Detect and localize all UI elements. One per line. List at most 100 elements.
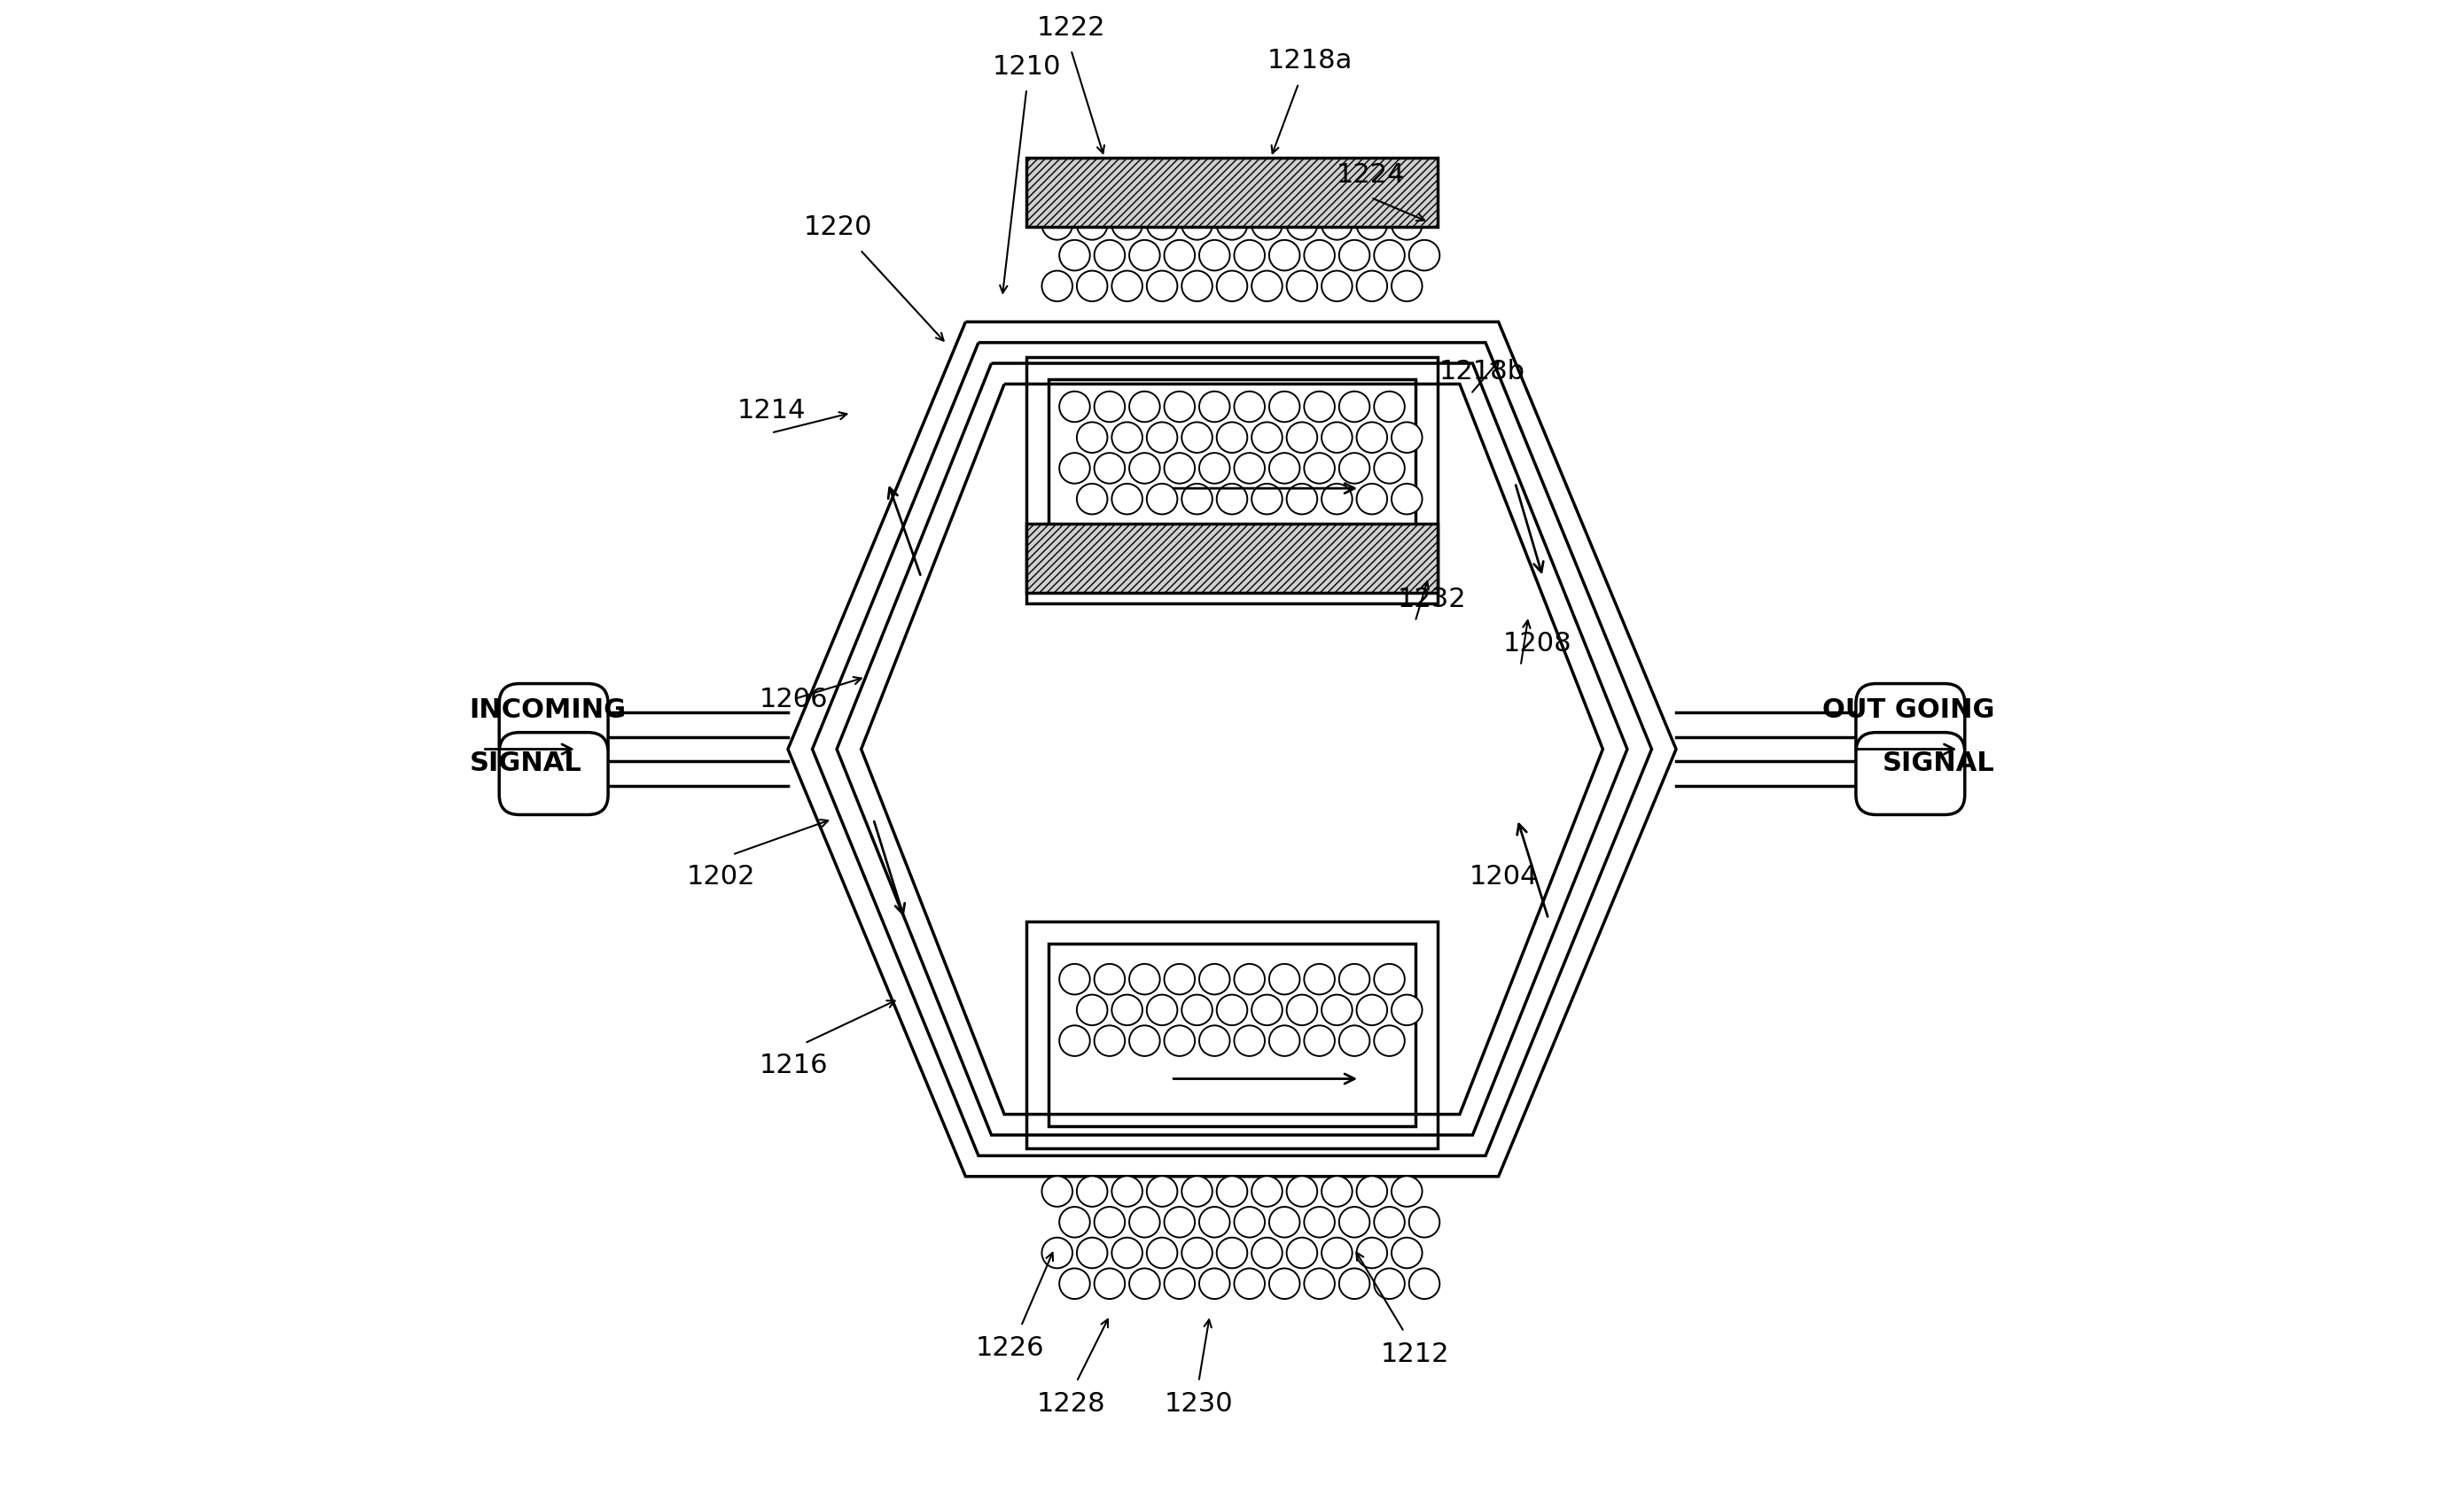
Ellipse shape — [1338, 453, 1370, 484]
Text: 1204: 1204 — [1469, 864, 1538, 890]
Ellipse shape — [1042, 270, 1072, 301]
Ellipse shape — [1338, 964, 1370, 995]
Ellipse shape — [1303, 392, 1335, 422]
Ellipse shape — [1094, 1268, 1126, 1299]
Ellipse shape — [1375, 453, 1404, 484]
Ellipse shape — [1077, 1176, 1106, 1207]
Ellipse shape — [1217, 270, 1247, 301]
Bar — [1027, 358, 1437, 604]
Ellipse shape — [1163, 1207, 1195, 1237]
Ellipse shape — [1094, 964, 1126, 995]
Ellipse shape — [1183, 422, 1212, 453]
Ellipse shape — [1163, 1268, 1195, 1299]
Ellipse shape — [1129, 392, 1161, 422]
Ellipse shape — [1303, 1207, 1335, 1237]
Ellipse shape — [1303, 1026, 1335, 1056]
Ellipse shape — [1286, 209, 1318, 239]
Ellipse shape — [1111, 1176, 1143, 1207]
Ellipse shape — [1375, 241, 1404, 270]
Ellipse shape — [1252, 209, 1281, 239]
Ellipse shape — [1217, 1237, 1247, 1268]
Text: 1218a: 1218a — [1266, 48, 1353, 74]
Text: 1220: 1220 — [803, 215, 872, 241]
Ellipse shape — [1252, 484, 1281, 514]
Ellipse shape — [1094, 1026, 1126, 1056]
Bar — [1050, 943, 1414, 1127]
Ellipse shape — [1183, 1237, 1212, 1268]
Ellipse shape — [1217, 422, 1247, 453]
Text: 1228: 1228 — [1037, 1391, 1106, 1417]
Text: 1216: 1216 — [759, 1053, 828, 1078]
Ellipse shape — [1303, 453, 1335, 484]
Ellipse shape — [1392, 1237, 1422, 1268]
Ellipse shape — [1338, 1268, 1370, 1299]
Ellipse shape — [1060, 241, 1089, 270]
Ellipse shape — [1129, 1207, 1161, 1237]
Ellipse shape — [1060, 1268, 1089, 1299]
Ellipse shape — [1094, 1207, 1126, 1237]
Ellipse shape — [1234, 241, 1264, 270]
Ellipse shape — [1094, 241, 1126, 270]
Ellipse shape — [1060, 392, 1089, 422]
Text: 1202: 1202 — [687, 864, 756, 890]
Ellipse shape — [1217, 209, 1247, 239]
Ellipse shape — [1217, 484, 1247, 514]
Ellipse shape — [1338, 1207, 1370, 1237]
Bar — [1027, 921, 1437, 1149]
Ellipse shape — [1303, 241, 1335, 270]
Ellipse shape — [1146, 484, 1178, 514]
Ellipse shape — [1321, 209, 1353, 239]
Ellipse shape — [1217, 995, 1247, 1025]
Ellipse shape — [1129, 453, 1161, 484]
Ellipse shape — [1060, 1026, 1089, 1056]
Ellipse shape — [1129, 964, 1161, 995]
Ellipse shape — [1321, 270, 1353, 301]
Ellipse shape — [1111, 422, 1143, 453]
Ellipse shape — [1375, 964, 1404, 995]
Ellipse shape — [1111, 270, 1143, 301]
Ellipse shape — [1409, 241, 1439, 270]
Ellipse shape — [1321, 422, 1353, 453]
Ellipse shape — [1286, 1176, 1318, 1207]
Ellipse shape — [1042, 209, 1072, 239]
Ellipse shape — [1183, 995, 1212, 1025]
Ellipse shape — [1392, 270, 1422, 301]
Text: SIGNAL: SIGNAL — [468, 751, 582, 777]
Ellipse shape — [1358, 1237, 1387, 1268]
Ellipse shape — [1269, 964, 1301, 995]
Ellipse shape — [1146, 422, 1178, 453]
Ellipse shape — [1146, 995, 1178, 1025]
Text: 1214: 1214 — [737, 398, 806, 423]
Ellipse shape — [1217, 1176, 1247, 1207]
Ellipse shape — [1077, 422, 1106, 453]
Ellipse shape — [1286, 1237, 1318, 1268]
Bar — [1027, 157, 1437, 226]
Ellipse shape — [1183, 1176, 1212, 1207]
Ellipse shape — [1321, 1237, 1353, 1268]
Text: 1212: 1212 — [1380, 1341, 1449, 1366]
Ellipse shape — [1392, 422, 1422, 453]
Ellipse shape — [1129, 241, 1161, 270]
Ellipse shape — [1129, 1268, 1161, 1299]
Text: SIGNAL: SIGNAL — [1882, 751, 1996, 777]
Ellipse shape — [1375, 1026, 1404, 1056]
Ellipse shape — [1392, 995, 1422, 1025]
Ellipse shape — [1358, 422, 1387, 453]
Ellipse shape — [1094, 392, 1126, 422]
Ellipse shape — [1392, 484, 1422, 514]
Text: 1218b: 1218b — [1439, 359, 1525, 385]
Ellipse shape — [1077, 1237, 1106, 1268]
Ellipse shape — [1077, 209, 1106, 239]
Ellipse shape — [1163, 453, 1195, 484]
Ellipse shape — [1234, 392, 1264, 422]
Ellipse shape — [1163, 964, 1195, 995]
Ellipse shape — [1375, 1268, 1404, 1299]
Ellipse shape — [1358, 484, 1387, 514]
Ellipse shape — [1042, 1237, 1072, 1268]
Ellipse shape — [1409, 1207, 1439, 1237]
Ellipse shape — [1146, 1237, 1178, 1268]
Ellipse shape — [1060, 453, 1089, 484]
Bar — [1050, 380, 1414, 582]
FancyBboxPatch shape — [500, 732, 609, 815]
Ellipse shape — [1146, 209, 1178, 239]
